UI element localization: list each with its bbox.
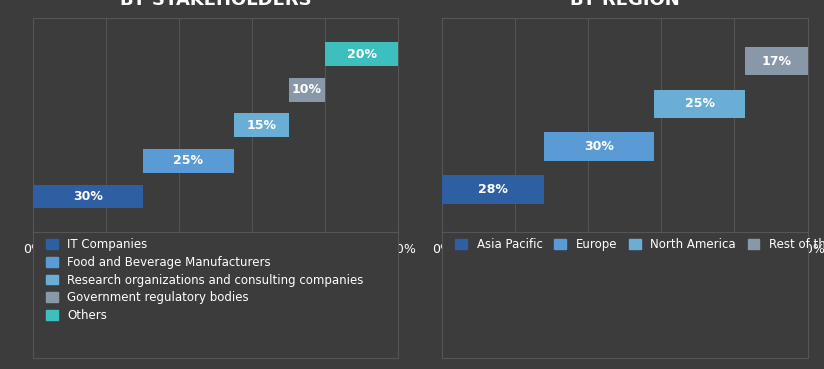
Text: 15%: 15%: [246, 119, 276, 132]
Text: 30%: 30%: [73, 190, 103, 203]
Text: 25%: 25%: [173, 155, 204, 168]
Title: BY REGION: BY REGION: [570, 0, 680, 8]
Bar: [442, 175, 545, 204]
Bar: [234, 113, 288, 137]
Legend: IT Companies, Food and Beverage Manufacturers, Research organizations and consul: IT Companies, Food and Beverage Manufact…: [46, 238, 363, 322]
Text: 10%: 10%: [292, 83, 322, 96]
Bar: [545, 132, 654, 161]
Text: 17%: 17%: [761, 55, 792, 68]
Bar: [654, 90, 746, 118]
Bar: [143, 149, 234, 173]
Legend: Asia Pacific, Europe, North America, Rest of the World: Asia Pacific, Europe, North America, Res…: [456, 238, 824, 251]
Text: 20%: 20%: [347, 48, 377, 61]
Bar: [288, 78, 325, 101]
Title: BY STAKEHOLDERS: BY STAKEHOLDERS: [119, 0, 311, 8]
Text: 30%: 30%: [584, 140, 614, 153]
Bar: [33, 185, 143, 208]
Text: 28%: 28%: [479, 183, 508, 196]
Text: 25%: 25%: [685, 97, 714, 110]
Bar: [746, 47, 808, 75]
Bar: [325, 42, 398, 66]
